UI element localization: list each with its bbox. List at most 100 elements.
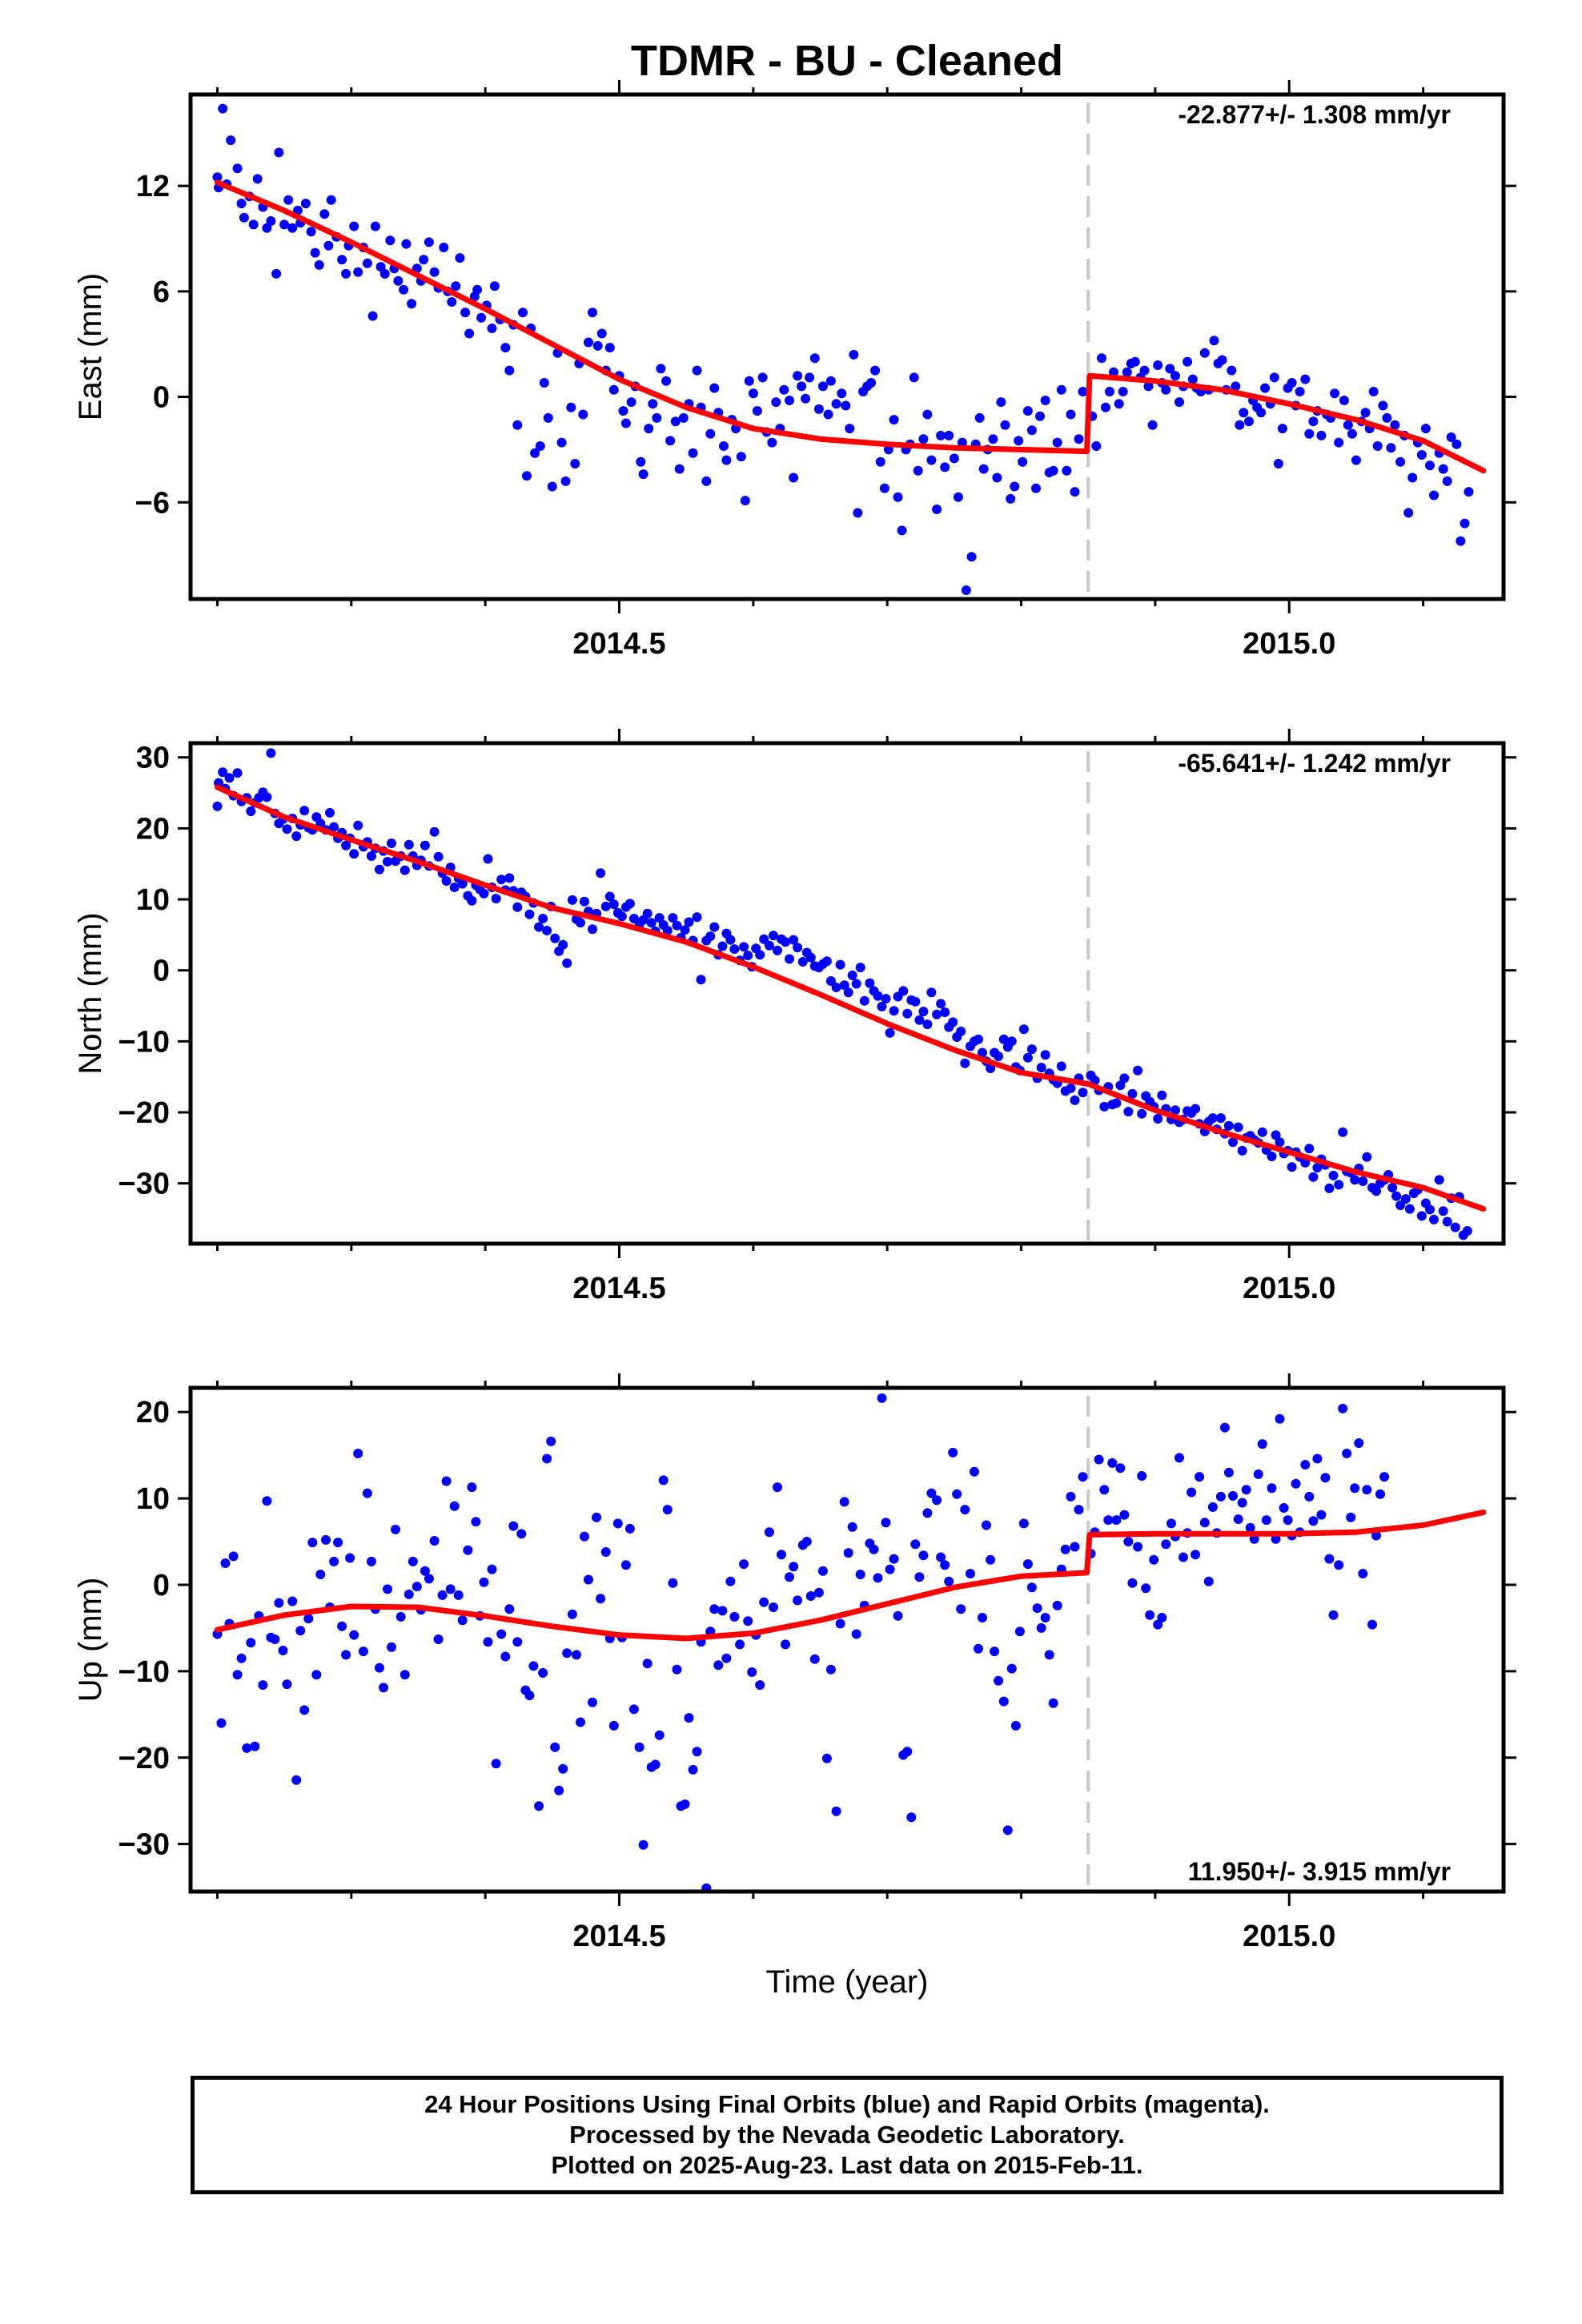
data-point bbox=[996, 397, 1006, 408]
data-point bbox=[1074, 1505, 1084, 1515]
data-point bbox=[596, 1594, 606, 1604]
data-point bbox=[271, 268, 282, 279]
data-point bbox=[793, 943, 803, 953]
data-point bbox=[306, 227, 316, 237]
data-point bbox=[705, 931, 716, 942]
data-point bbox=[283, 195, 294, 205]
data-point bbox=[1070, 1095, 1080, 1105]
data-point bbox=[550, 933, 560, 943]
data-point bbox=[853, 508, 863, 518]
data-point bbox=[869, 1544, 879, 1554]
data-point bbox=[1026, 425, 1037, 436]
data-point bbox=[1219, 1422, 1230, 1433]
data-point bbox=[1032, 1603, 1042, 1614]
data-point bbox=[341, 840, 351, 850]
data-point bbox=[278, 1646, 288, 1655]
y-tick-label: −6 bbox=[135, 486, 170, 520]
data-point bbox=[576, 1717, 585, 1727]
data-point bbox=[1316, 1510, 1327, 1520]
data-point bbox=[721, 455, 732, 465]
data-point bbox=[362, 1488, 372, 1498]
data-point bbox=[1130, 356, 1140, 367]
data-point bbox=[1052, 1600, 1062, 1610]
data-point bbox=[1227, 365, 1237, 376]
data-point bbox=[279, 219, 290, 230]
y-tick-label: 30 bbox=[136, 742, 170, 775]
data-point bbox=[524, 1691, 535, 1701]
data-point bbox=[1036, 1063, 1046, 1073]
data-point bbox=[881, 994, 891, 1004]
data-point bbox=[1044, 1650, 1054, 1660]
data-point bbox=[1074, 434, 1084, 444]
data-point bbox=[701, 476, 712, 486]
data-point bbox=[1395, 0, 1405, 5]
x-tick-label: 2014.5 bbox=[572, 1272, 665, 1305]
data-point bbox=[307, 1538, 318, 1548]
data-point bbox=[546, 1436, 556, 1446]
data-point bbox=[922, 1019, 933, 1030]
x-tick-label: 2015.0 bbox=[1243, 1272, 1335, 1305]
data-point bbox=[349, 849, 359, 859]
data-point bbox=[992, 472, 1002, 483]
data-point bbox=[326, 195, 336, 205]
x-tick-label: 2015.0 bbox=[1243, 627, 1335, 661]
y-tick-label: −10 bbox=[118, 1655, 170, 1689]
data-point bbox=[805, 952, 816, 963]
data-point bbox=[451, 281, 461, 292]
data-point bbox=[1283, 1515, 1293, 1526]
data-point bbox=[1387, 1183, 1398, 1192]
data-point bbox=[1109, 367, 1118, 377]
data-point bbox=[226, 135, 236, 146]
chart-panels: 12 6 0 −6 2014.5 2015.0 East (mm) -22.877+/- 1.… bbox=[73, 0, 1516, 1953]
data-point bbox=[885, 1027, 895, 1038]
data-point bbox=[1447, 0, 1456, 5]
data-point bbox=[1372, 441, 1383, 451]
data-point bbox=[453, 1590, 464, 1600]
data-point bbox=[801, 1537, 812, 1546]
data-point bbox=[1409, 0, 1419, 5]
y-tick-label: 6 bbox=[153, 275, 170, 309]
data-point bbox=[620, 1560, 631, 1570]
data-point bbox=[624, 899, 635, 909]
data-point bbox=[1137, 1471, 1147, 1481]
data-point bbox=[1477, 0, 1487, 5]
data-point bbox=[926, 1488, 937, 1498]
data-point bbox=[978, 1047, 987, 1058]
data-point bbox=[1271, 1130, 1281, 1140]
data-point bbox=[1182, 356, 1193, 367]
data-point bbox=[433, 851, 444, 862]
data-point bbox=[918, 1550, 929, 1561]
data-point bbox=[588, 308, 597, 318]
data-point bbox=[518, 308, 528, 318]
data-point bbox=[851, 1629, 861, 1639]
data-point bbox=[1123, 1107, 1134, 1117]
data-point bbox=[383, 1584, 392, 1594]
data-point bbox=[849, 349, 859, 360]
data-point bbox=[1161, 1539, 1171, 1550]
data-point bbox=[508, 1521, 519, 1531]
data-point bbox=[709, 1604, 720, 1614]
data-point bbox=[1022, 1559, 1033, 1570]
data-point bbox=[375, 864, 384, 875]
data-point bbox=[1316, 430, 1327, 440]
data-point bbox=[831, 1806, 841, 1816]
data-point bbox=[729, 1611, 740, 1622]
data-point bbox=[1018, 1518, 1029, 1529]
data-point bbox=[496, 1629, 507, 1639]
data-point bbox=[889, 415, 899, 425]
velocity-rate-label: -22.877+/- 1.308 mm/yr bbox=[1178, 100, 1451, 129]
data-point bbox=[1360, 408, 1371, 418]
data-point bbox=[1439, 0, 1448, 5]
data-point bbox=[809, 1654, 820, 1664]
data-point bbox=[781, 937, 790, 947]
data-point bbox=[1145, 1610, 1155, 1620]
data-point bbox=[232, 1670, 243, 1680]
y-tick-label: 0 bbox=[153, 1569, 170, 1602]
data-point bbox=[538, 1668, 548, 1678]
data-point bbox=[1287, 1162, 1297, 1172]
data-point bbox=[1400, 1194, 1411, 1204]
data-point bbox=[542, 1454, 552, 1464]
data-point bbox=[662, 926, 673, 935]
data-point bbox=[1287, 378, 1297, 388]
data-point bbox=[400, 865, 410, 875]
